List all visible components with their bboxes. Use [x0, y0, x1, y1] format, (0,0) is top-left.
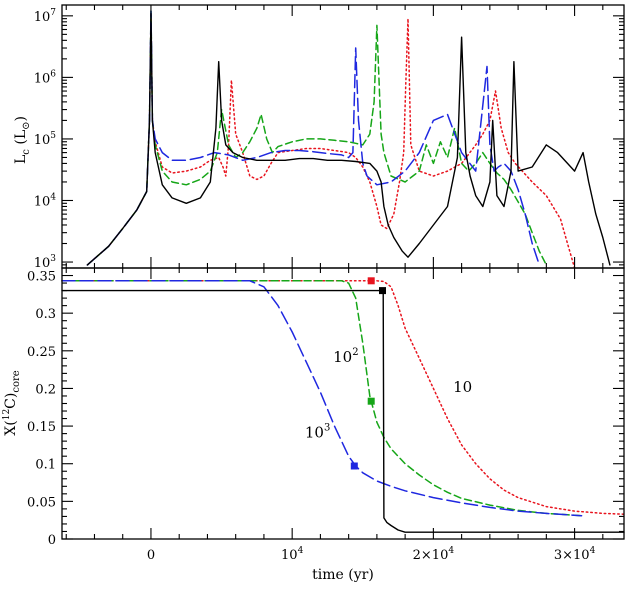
bottom-markers-group [350, 277, 386, 470]
bottom-series-group [61, 280, 625, 533]
top-ytick-label-2: 104 [34, 192, 57, 209]
top-panel-frame [61, 4, 625, 269]
bottom-ytick-label-3: 0.1 [35, 458, 56, 473]
top-series-4 [86, 12, 611, 266]
marker-3 [367, 397, 375, 405]
bottom-ytick-label-6: 0.25 [27, 345, 56, 360]
bottom-y-axis-label: X(12C)core [2, 370, 22, 435]
curve-label-1: 10 [453, 378, 472, 396]
bottom-series-2 [61, 280, 583, 517]
top-ytick-label-3: 105 [34, 131, 57, 148]
curve-label-3: 103 [305, 422, 330, 441]
bottom-ytick-label-2: 0.05 [27, 495, 56, 510]
top-series-2 [86, 10, 548, 266]
xtick-label-1: 0 [147, 548, 155, 563]
bottom-series-4 [61, 289, 625, 533]
marker-4 [350, 462, 358, 470]
x-axis-label: time (yr) [312, 567, 374, 583]
top-series-group [86, 10, 611, 269]
top-axes: 103 104 105 106 107 [34, 8, 624, 271]
marker-1 [367, 277, 375, 285]
top-ytick-label-5: 107 [34, 8, 57, 25]
marker-2 [379, 287, 386, 295]
bottom-ytick-label-5: 0.2 [35, 382, 56, 397]
bottom-ytick-label-1: 0 [48, 533, 56, 548]
bottom-ytick-label-8: 0.35 [27, 270, 56, 285]
xtick-label-2: 104 [281, 546, 304, 563]
xtick-label-4: 3×104 [554, 546, 596, 563]
bottom-panel: 0 0.05 0.1 0.15 0.2 0.25 0.3 0.35 0 104 2×104 3×104… [27, 5, 625, 563]
top-ytick-label-4: 106 [34, 69, 57, 86]
xtick-label-3: 2×104 [413, 546, 455, 563]
bottom-ytick-label-4: 0.15 [27, 420, 56, 435]
top-y-axis-label: Lc (L⊙) [13, 116, 32, 164]
bottom-ytick-label-7: 0.3 [35, 307, 56, 322]
top-series-3 [86, 10, 541, 266]
bottom-axes: 0 0.05 0.1 0.15 0.2 0.25 0.3 0.35 0 104 2×104 3×104 [27, 5, 624, 563]
top-series-1 [86, 12, 576, 269]
bottom-panel-frame [61, 267, 625, 540]
curve-annotations: 10 102 103 [305, 347, 472, 441]
top-panel: 103 104 105 106 107 [34, 4, 625, 271]
bottom-series-3 [61, 280, 583, 517]
bottom-series-1 [61, 280, 625, 515]
top-ytick-label-1: 103 [34, 254, 57, 271]
curve-label-2: 102 [333, 347, 358, 366]
